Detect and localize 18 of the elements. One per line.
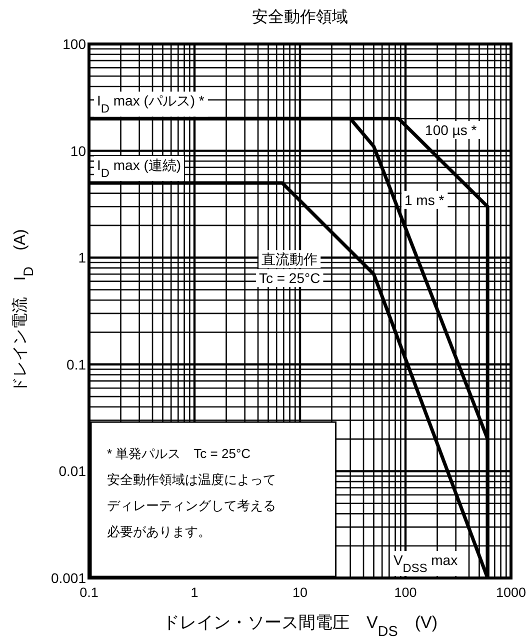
y-tick-label: 100 [62,36,86,52]
note: * 単発パルス Tc = 25°C 安全動作領域は温度によってディレーティングして考える必要があります。 [90,421,336,578]
annotation: * 単発パルス Tc = 25°C [107,446,251,461]
x-axis-title: ドレイン・ソース間電圧 V$_{DS}$ (V) [162,613,438,640]
x-tick-label: 1 [190,585,198,600]
chart-title: 安全動作領域 [252,8,348,26]
y-tick-label: 1 [78,250,86,266]
x-tick-label: 10 [292,585,308,600]
y-tick-label: 0.1 [66,356,86,372]
y-tick-label: 0.001 [50,570,86,586]
series-label: 直流動作 Tc = 25°C [258,251,320,286]
y-tick-label: 0.01 [58,463,86,480]
x-tick-label: 1000 [496,585,526,600]
x-tick-label: 100 [394,585,417,600]
y-tick-label: 10 [70,142,86,159]
series-label: 100 µs * [425,122,478,138]
series-label: 1 ms * [404,192,445,208]
x-tick-label: 0.1 [80,585,98,600]
